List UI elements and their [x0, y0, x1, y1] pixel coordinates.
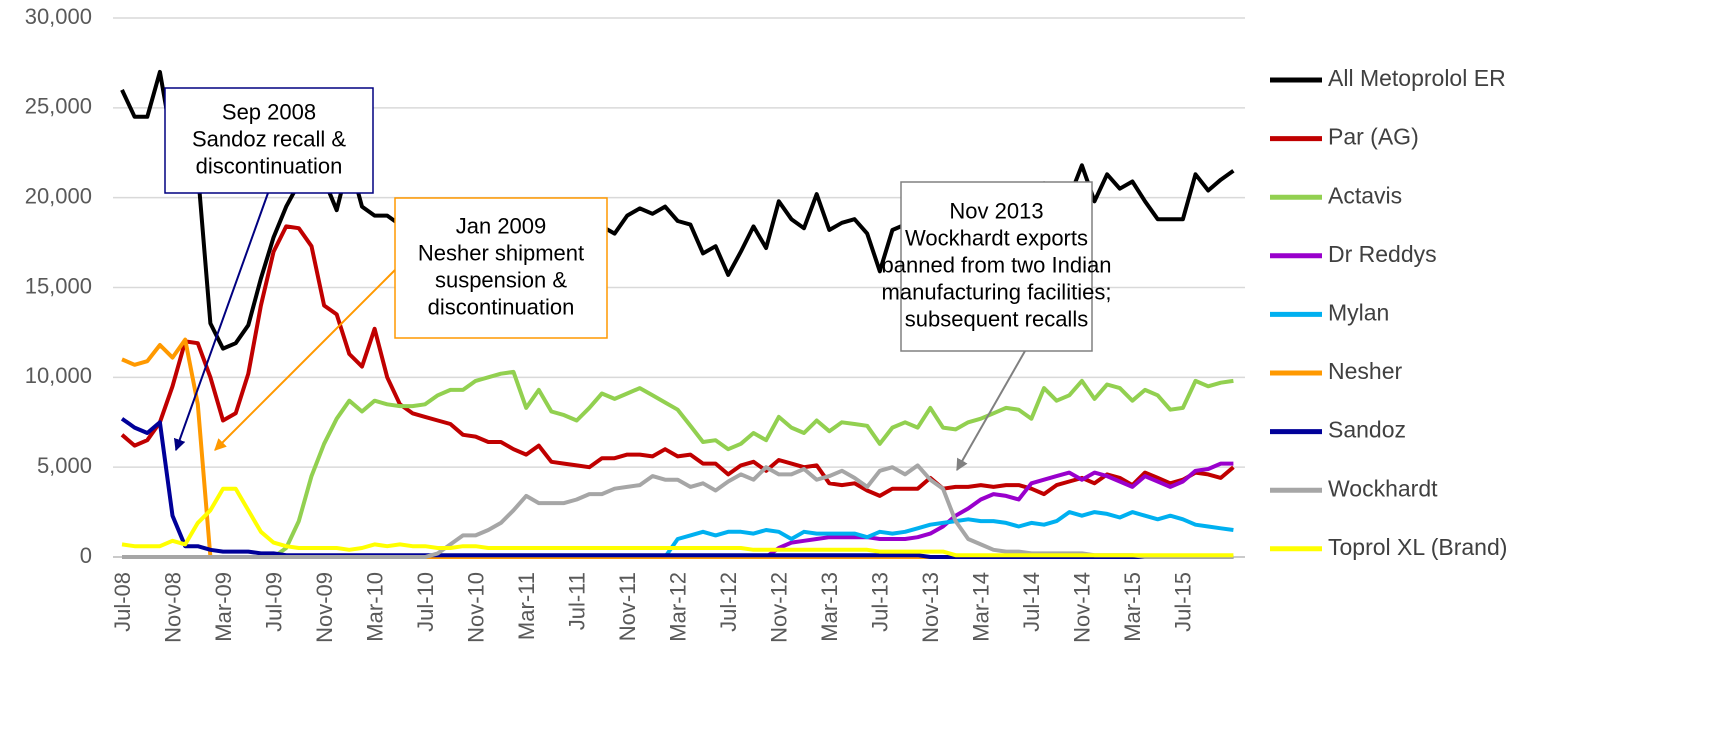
- x-tick-label: Mar-12: [666, 572, 691, 642]
- legend-label: Actavis: [1328, 182, 1402, 208]
- annotation-text: suspension &: [435, 267, 567, 292]
- series-line: [122, 369, 1234, 559]
- x-tick-label: Nov-11: [615, 572, 640, 641]
- y-tick-label: 30,000: [25, 4, 92, 29]
- x-tick-label: Mar-11: [514, 572, 539, 640]
- y-tick-label: 5,000: [37, 453, 92, 478]
- x-tick-label: Mar-15: [1120, 572, 1145, 642]
- annotation-text: discontinuation: [196, 153, 343, 178]
- annotation-box: [900, 181, 1093, 352]
- annotation-text: Nov 2013: [949, 198, 1043, 223]
- x-tick-label: Nov-14: [1070, 572, 1095, 643]
- y-tick-label: 10,000: [25, 363, 92, 388]
- y-tick-label: 15,000: [25, 273, 92, 298]
- legend-label: Par (AG): [1328, 124, 1419, 150]
- x-tick-label: Mar-14: [969, 572, 994, 642]
- y-tick-label: 20,000: [25, 183, 92, 208]
- x-tick-label: Nov-10: [463, 572, 488, 643]
- annotation-arrow: [214, 269, 396, 451]
- y-tick-label: 0: [80, 543, 92, 568]
- x-tick-label: Mar-10: [362, 572, 387, 642]
- x-tick-label: Mar-13: [817, 572, 842, 642]
- annotation-arrow: [173, 192, 269, 452]
- legend-label: Dr Reddys: [1328, 241, 1437, 267]
- x-tick-label: Nov-09: [312, 572, 337, 643]
- x-tick-label: Jul-12: [716, 572, 741, 632]
- annotation-text: Sandoz recall &: [192, 126, 346, 151]
- annotation-text: discontinuation: [428, 294, 575, 319]
- x-tick-label: Nov-13: [918, 572, 943, 643]
- y-tick-label: 25,000: [25, 94, 92, 119]
- annotation-text: Sep 2008: [222, 99, 316, 124]
- x-tick-label: Nov-12: [767, 572, 792, 643]
- legend-label: Sandoz: [1328, 417, 1406, 443]
- annotation-box: [394, 197, 608, 339]
- legend-label: All Metoprolol ER: [1328, 65, 1506, 91]
- annotation-box: [164, 87, 374, 194]
- x-tick-label: Jul-09: [261, 572, 286, 632]
- x-tick-label: Jul-10: [413, 572, 438, 632]
- series-line: [121, 486, 1234, 558]
- annotation-arrow: [956, 350, 1026, 472]
- series-line: [120, 224, 1235, 498]
- series-line: [122, 510, 1234, 559]
- legend-label: Nesher: [1328, 358, 1402, 384]
- x-tick-label: Jul-11: [564, 572, 589, 630]
- annotation-text: banned from two Indian: [882, 252, 1112, 277]
- legend-label: Mylan: [1328, 299, 1389, 325]
- x-tick-label: Jul-14: [1019, 572, 1044, 632]
- annotation-text: Jan 2009: [456, 213, 547, 238]
- annotation-text: Wockhardt exports: [905, 225, 1088, 250]
- annotation-text: manufacturing facilities;: [882, 279, 1112, 304]
- legend-label: Wockhardt: [1328, 475, 1438, 501]
- x-tick-label: Jul-08: [110, 572, 135, 632]
- x-tick-label: Nov-08: [160, 572, 185, 643]
- x-tick-label: Jul-15: [1171, 572, 1196, 632]
- legend-label: Toprol XL (Brand): [1328, 534, 1507, 560]
- annotation-text: subsequent recalls: [905, 306, 1088, 331]
- annotation-text: Nesher shipment: [418, 240, 584, 265]
- x-tick-label: Jul-13: [868, 572, 893, 632]
- x-tick-label: Mar-09: [211, 572, 236, 642]
- series-line: [121, 337, 1234, 559]
- series-line: [120, 417, 1234, 559]
